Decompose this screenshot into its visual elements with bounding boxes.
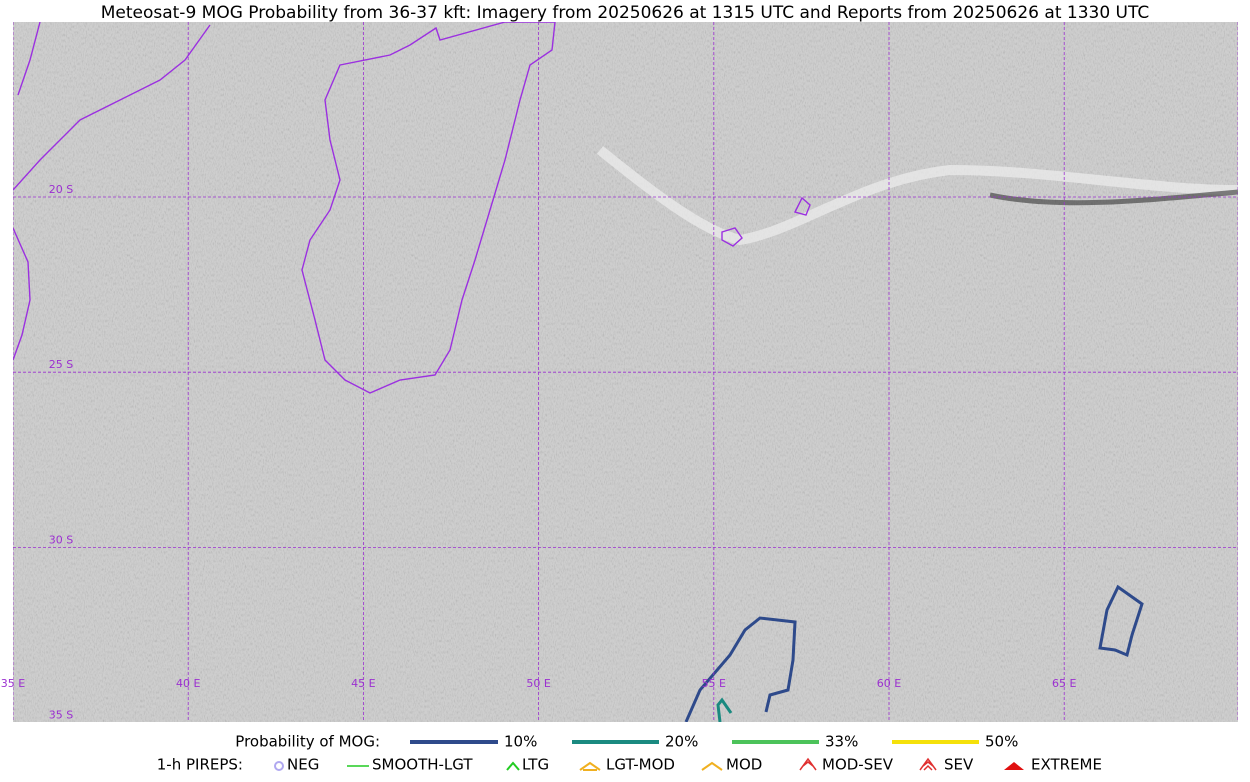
graticule bbox=[13, 22, 1238, 722]
mauritius bbox=[793, 196, 811, 216]
cloud-shadow bbox=[989, 189, 1238, 206]
legend-title: Probability of MOG: bbox=[235, 733, 380, 751]
lat-label: 35 S bbox=[49, 709, 73, 722]
lon-label: 40 E bbox=[176, 677, 200, 690]
contour-20 bbox=[716, 697, 733, 722]
lat-label: 30 S bbox=[49, 533, 73, 546]
coastline bbox=[17, 22, 41, 96]
lon-label: 65 E bbox=[1052, 677, 1076, 690]
extreme-icon bbox=[1004, 762, 1024, 770]
legend-title: 1-h PIREPS: bbox=[157, 756, 243, 774]
lon-label: 60 E bbox=[877, 677, 901, 690]
legend-label: EXTREME bbox=[1031, 756, 1102, 774]
lat-label: 25 S bbox=[49, 358, 73, 371]
lon-label: 35 E bbox=[1, 677, 25, 690]
lat-label: 20 S bbox=[49, 183, 73, 196]
legend-label: SEV bbox=[944, 756, 974, 774]
legend-label: MOD bbox=[726, 756, 762, 774]
lon-label: 45 E bbox=[351, 677, 375, 690]
probability-legend: Probability of MOG: 10% 20% 33% 50% bbox=[235, 733, 1018, 751]
legend-label: NEG bbox=[287, 756, 319, 774]
mod-icon bbox=[701, 761, 723, 771]
legend-label: 20% bbox=[665, 733, 698, 751]
contour-10 bbox=[1098, 584, 1144, 658]
legend-label: LTG bbox=[522, 756, 549, 774]
sev-icon bbox=[919, 757, 937, 771]
reunion bbox=[721, 227, 743, 247]
legend-label: MOD-SEV bbox=[822, 756, 894, 774]
cloud-band bbox=[596, 146, 1238, 246]
lgt-mod-icon bbox=[579, 761, 601, 771]
legend-label: SMOOTH-LGT bbox=[372, 756, 473, 774]
map bbox=[13, 22, 1238, 722]
coastline bbox=[13, 227, 31, 361]
contour-10 bbox=[684, 616, 797, 722]
legend-label: LGT-MOD bbox=[606, 756, 675, 774]
mod-sev-icon bbox=[799, 757, 817, 771]
neg-icon bbox=[274, 761, 284, 771]
lon-label: 50 E bbox=[526, 677, 550, 690]
legend-label: 33% bbox=[825, 733, 858, 751]
lon-label: 55 E bbox=[702, 677, 726, 690]
graticule-labels: 20 S 25 S 30 S 35 S 35 E 40 E 45 E 50 E 55 E 60 E… bbox=[1, 183, 1077, 722]
ltg-icon bbox=[506, 761, 520, 771]
coastline bbox=[13, 24, 211, 191]
title: Meteosat-9 MOG Probability from 36-37 kf… bbox=[101, 3, 1150, 23]
madagascar bbox=[301, 22, 556, 394]
pirep-legend: 1-h PIREPS: NEG SMOOTH-LGT LTG LGT-MOD M… bbox=[157, 756, 1102, 774]
legend-label: 10% bbox=[504, 733, 537, 751]
legend-label: 50% bbox=[985, 733, 1018, 751]
